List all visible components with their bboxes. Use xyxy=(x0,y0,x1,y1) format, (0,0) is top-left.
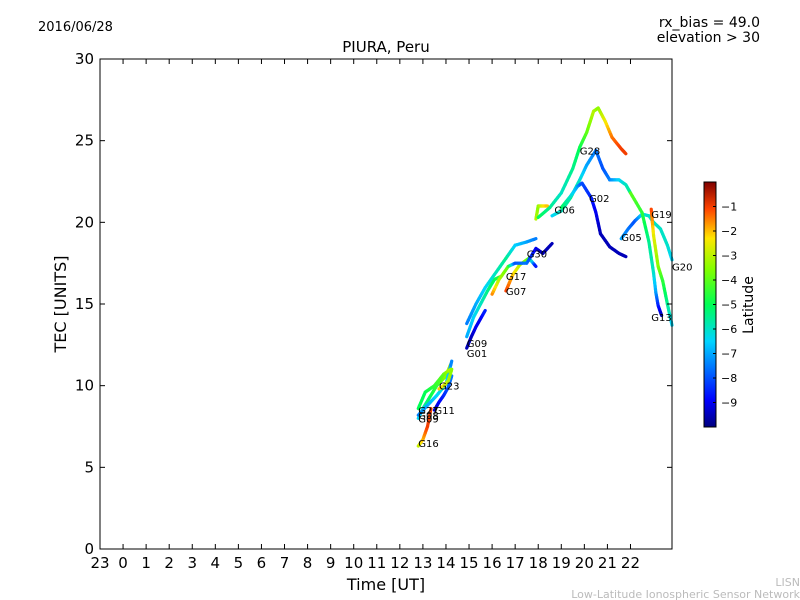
trace-g30-10 xyxy=(490,241,554,296)
y-tick-label: 10 xyxy=(75,377,94,395)
watermark-long: Low-Latitude Ionospheric Sensor Network xyxy=(571,588,800,600)
satellite-label-g11: G11 xyxy=(434,406,454,417)
satellite-label-g13: G13 xyxy=(651,313,671,324)
colorbar-tick-label: −4 xyxy=(721,274,737,287)
trace-g19-15 xyxy=(619,212,674,262)
trace-segment xyxy=(449,367,454,373)
x-tick-label: 11 xyxy=(367,554,386,572)
satellite-label-g20: G20 xyxy=(672,262,692,273)
y-tick-label: 5 xyxy=(84,458,94,476)
trace-g09-6 xyxy=(465,274,503,339)
x-tick-label: 16 xyxy=(483,554,502,572)
colorbar-tick-label: −9 xyxy=(721,397,737,410)
x-tick-label: 21 xyxy=(598,554,617,572)
trace-segment xyxy=(548,241,554,247)
trace-segment xyxy=(532,237,538,241)
trace-g01-7 xyxy=(465,308,487,350)
colorbar-tick-label: −8 xyxy=(721,372,737,385)
x-tick-label: 12 xyxy=(390,554,409,572)
trace-segment xyxy=(482,308,487,314)
trace-g11-4 xyxy=(432,374,454,412)
x-axis-label: Time [UT] xyxy=(346,575,425,594)
trace-g23-5 xyxy=(437,367,454,391)
colorbar-tick-label: −5 xyxy=(721,299,737,312)
x-tick-label: 4 xyxy=(211,554,221,572)
x-tick-label: 10 xyxy=(344,554,363,572)
satellite-labels: G16G27G08G09G11G23G09G01G17G07G30G06G28G… xyxy=(418,146,692,449)
colorbar-label: Latitude xyxy=(741,276,757,334)
colorbar-tick-label: −7 xyxy=(721,348,737,361)
trace-g05-14 xyxy=(559,181,628,259)
satellite-label-g28: G28 xyxy=(580,146,600,157)
x-tick-label: 18 xyxy=(529,554,548,572)
x-tick-label: 6 xyxy=(257,554,267,572)
x-tick-label: 23 xyxy=(90,554,109,572)
trace-g20-17 xyxy=(628,191,664,318)
trace-g28-12 xyxy=(536,106,628,220)
x-tick-label: 1 xyxy=(141,554,151,572)
trace-g16-0 xyxy=(416,406,433,448)
satellite-label-g01: G01 xyxy=(467,349,487,360)
satellite-label-g23: G23 xyxy=(439,382,459,393)
y-tick-label: 0 xyxy=(84,540,94,558)
satellite-label-g17: G17 xyxy=(506,272,526,283)
satellite-label-g09: G09 xyxy=(418,414,438,425)
x-tick-label: 7 xyxy=(280,554,290,572)
colorbar-tick-label: −6 xyxy=(721,323,737,336)
x-tick-label: 9 xyxy=(326,554,336,572)
y-tick-label: 25 xyxy=(75,132,94,150)
trace-g06-11 xyxy=(534,204,550,221)
trace-segment xyxy=(623,254,628,259)
y-tick-label: 15 xyxy=(75,295,94,313)
trace-segment xyxy=(533,263,538,269)
x-tick-label: 20 xyxy=(575,554,594,572)
x-axis: 23 0 1 2 3 4 5 6 7 8 9 10 11 12 13 14 15 16 17 18 19 20 21 22 xyxy=(90,59,640,572)
trace-segment xyxy=(659,312,664,318)
elevation-label: elevation > 30 xyxy=(657,30,760,46)
trace-segment xyxy=(623,151,628,156)
satellite-label-g27: G27 xyxy=(418,406,438,417)
x-tick-label: 14 xyxy=(436,554,455,572)
x-tick-label: 15 xyxy=(459,554,478,572)
trace-segment xyxy=(428,406,433,414)
x-tick-label: 5 xyxy=(234,554,244,572)
colorbar-tick-label: −3 xyxy=(721,250,737,263)
x-tick-label: 22 xyxy=(621,554,640,572)
rx-bias-label: rx_bias = 49.0 xyxy=(659,15,760,31)
y-tick-label: 30 xyxy=(75,50,94,68)
trace-segment xyxy=(449,359,454,367)
chart-title: PIURA, Peru xyxy=(342,38,429,56)
satellite-label-g19: G19 xyxy=(651,210,671,221)
x-tick-label: 13 xyxy=(413,554,432,572)
satellite-label-g05: G05 xyxy=(621,233,641,244)
trace-segment xyxy=(449,374,454,380)
watermark-short: LISN xyxy=(775,576,800,589)
satellite-label-g02: G02 xyxy=(589,194,609,205)
y-axis: 0 5 10 15 20 25 30 xyxy=(75,50,672,558)
colorbar-tick-label: −1 xyxy=(721,201,737,214)
tec-traces xyxy=(416,106,674,448)
satellite-label-g09: G09 xyxy=(467,339,487,350)
trace-g09-3 xyxy=(416,367,453,411)
satellite-label-g16: G16 xyxy=(418,439,438,450)
colorbar-tick-label: −2 xyxy=(721,225,737,238)
x-tick-label: 17 xyxy=(506,554,525,572)
y-tick-label: 20 xyxy=(75,213,94,231)
trace-g13-16 xyxy=(649,207,674,327)
satellite-label-g08: G08 xyxy=(418,411,438,422)
satellite-label-g07: G07 xyxy=(506,287,526,298)
satellite-label-g06: G06 xyxy=(554,205,574,216)
y-axis-label: TEC [UNITS] xyxy=(51,256,70,354)
colorbar-ticks: −1 −2 −3 −4 −5 −6 −7 −8 −9 xyxy=(713,201,737,410)
x-tick-label: 2 xyxy=(164,554,174,572)
date-label: 2016/06/28 xyxy=(38,20,113,35)
x-tick-label: 3 xyxy=(187,554,197,572)
trace-g17-8 xyxy=(465,237,538,326)
x-tick-label: 0 xyxy=(118,554,128,572)
x-tick-label: 8 xyxy=(303,554,313,572)
satellite-label-g30: G30 xyxy=(527,249,547,260)
x-tick-label: 19 xyxy=(552,554,571,572)
